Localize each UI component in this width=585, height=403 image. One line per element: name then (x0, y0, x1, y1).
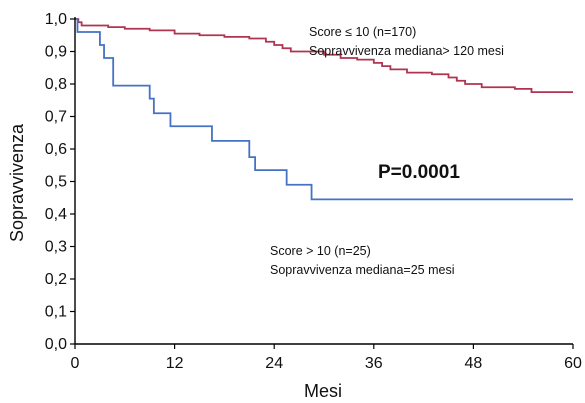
y-tick-label: 0,9 (45, 44, 67, 61)
x-tick-label: 0 (71, 355, 80, 372)
x-tick-label: 36 (365, 355, 383, 372)
y-axis-title: Sopravvivenza (7, 123, 27, 242)
y-tick-label: 0,8 (45, 76, 67, 93)
y-tick-label: 0,6 (45, 141, 67, 158)
x-tick-label: 60 (564, 355, 582, 372)
y-tick-label: 0,4 (45, 206, 67, 223)
y-tick-label: 0,0 (45, 336, 67, 353)
series-line-1 (75, 18, 573, 201)
lower-median-label: Sopravvivenza mediana=25 mesi (270, 263, 454, 277)
x-axis-title: Mesi (304, 381, 342, 401)
x-tick-label: 12 (166, 355, 184, 372)
lower-score-label: Score > 10 (n=25) (270, 244, 371, 258)
x-tick-label: 48 (465, 355, 483, 372)
plot-area: 0,0 0,1 0,2 0,3 0,4 0,5 0,6 0,7 0,8 0,9 1,0 0 12 24 36… (45, 11, 582, 372)
x-tick-label: 24 (265, 355, 283, 372)
y-tick-label: 0,3 (45, 239, 67, 256)
upper-score-label: Score ≤ 10 (n=170) (309, 25, 416, 39)
y-tick-label: 0,2 (45, 271, 67, 288)
upper-median-label: Sopravvivenza mediana> 120 mesi (309, 44, 504, 58)
y-tick-label: 0,7 (45, 109, 67, 126)
series-line-0 (75, 18, 573, 94)
y-tick-label: 0,1 (45, 304, 67, 321)
y-tick-label: 0,5 (45, 174, 67, 191)
y-tick-label: 1,0 (45, 11, 67, 28)
p-value-label: P=0.0001 (378, 162, 460, 183)
